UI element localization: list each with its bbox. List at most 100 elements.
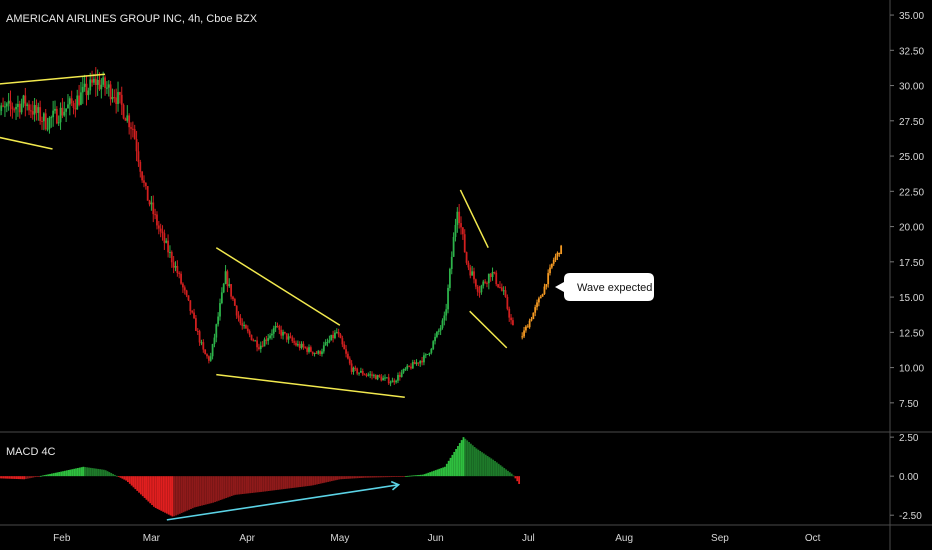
candle-body [159,228,162,232]
macd-histogram-bar [479,450,482,477]
macd-histogram-bar [330,476,333,482]
candle-body [252,340,255,342]
macd-histogram-bar [466,440,469,477]
candle-body [250,334,253,341]
macd-histogram-bar [89,467,92,477]
candle-body [350,363,353,372]
time-tick-label: Apr [239,533,255,544]
macd-histogram-bar [28,476,31,479]
trendline[interactable] [469,310,508,349]
macd-histogram-bar [286,476,289,489]
candle-body [478,291,481,293]
trendline[interactable] [0,134,53,150]
macd-histogram-bar [204,476,207,505]
candle-body [263,339,266,347]
macd-histogram-bar [254,476,257,493]
candle-body [41,120,43,122]
callout-text: Wave expected [577,282,652,294]
macd-histogram-bar [308,476,311,486]
macd-histogram-bar [73,468,76,477]
macd-histogram-bar [458,443,461,477]
macd-histogram-bar [221,476,224,500]
candle-body [96,79,99,85]
macd-axis[interactable]: 2.50 0.00 -2.50 [890,433,922,522]
macd-histogram-bar [495,462,498,477]
macd-histogram-bar [6,476,9,479]
macd-histogram-bar [342,476,344,480]
candle-body [245,325,247,329]
price-axis[interactable]: 35.00 32.50 30.00 27.50 25.00 22.50 20.00 17.50… [890,11,924,410]
trendline[interactable] [216,373,405,398]
price-pane[interactable] [0,67,563,398]
macd-histogram-bar [425,473,428,477]
candle-body [510,317,512,321]
macd-histogram-bar [267,476,270,491]
macd-histogram-bar [269,476,272,491]
macd-histogram-bar [167,476,170,515]
candle-body [313,352,316,354]
macd-histogram-bar [82,466,85,477]
candle-body [180,273,182,284]
candle-body [141,171,144,181]
macd-histogram-bar [362,476,365,478]
macd-histogram-bar [69,469,72,477]
candle-body [393,380,396,383]
macd-histogram-bar [510,473,513,477]
time-tick-label: Mar [143,533,161,544]
macd-histogram-bar [262,476,265,492]
trendline[interactable] [459,189,489,249]
macd-histogram-bar [76,467,79,477]
candle-body [322,345,325,352]
candle-body [486,282,488,284]
candle-body [131,128,134,130]
macd-histogram-bar [110,473,113,477]
macd-histogram-bar [132,476,135,488]
candle-body [471,271,474,276]
projection-candle [523,330,525,337]
macd-histogram-bar [93,468,96,477]
macd-histogram-bar [216,476,218,502]
candle-body [44,113,47,129]
candle-body [439,327,442,331]
trendline[interactable] [215,247,341,326]
macd-histogram-bar [95,468,98,477]
candle-body [28,104,30,111]
macd-histogram-bar [188,476,190,510]
projection-candle [537,298,540,303]
price-tick-label: 15.00 [899,293,924,304]
candle-body [167,240,169,253]
time-axis[interactable]: Feb Mar Apr May Jun Jul Aug Sep Oct [53,533,820,544]
macd-histogram-bar [54,472,57,477]
projection-candle [536,302,538,308]
macd-histogram-bar [228,476,231,497]
macd-histogram-bar [130,476,133,486]
candle-body [22,95,25,104]
macd-histogram-bar [277,476,279,490]
macd-histogram-bar [481,452,483,477]
macd-histogram-bar [51,473,53,477]
macd-histogram-bar [154,476,157,509]
candle-body [473,271,475,280]
macd-histogram-bar [217,476,220,501]
projection-candle [534,307,537,313]
candle-body [17,103,19,107]
macd-histogram-bar [23,476,25,480]
macd-histogram-bar [115,475,118,477]
macd-histogram-bar [494,461,496,477]
macd-histogram-bar [75,468,77,477]
candle-body [428,352,431,355]
candle-body [182,283,184,288]
candle-body [424,354,427,356]
divergence-line[interactable] [166,483,399,521]
candle-body [306,347,309,352]
macd-histogram-bar [416,475,419,477]
macd-pane[interactable] [0,437,521,521]
candle-body [500,287,503,291]
macd-histogram-bar [358,476,361,479]
candle-body [68,98,71,105]
macd-histogram-bar [390,476,393,478]
candle-body [447,287,449,310]
trendline[interactable] [0,73,106,85]
macd-histogram-bar [436,469,439,477]
macd-histogram-bar [434,470,437,477]
